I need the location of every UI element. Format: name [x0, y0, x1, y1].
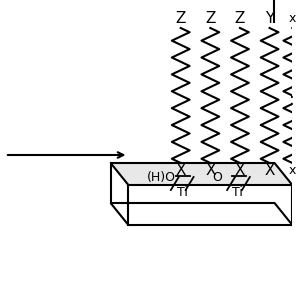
Text: Y: Y: [265, 10, 274, 25]
Text: X: X: [235, 163, 245, 178]
Text: X: X: [176, 163, 186, 178]
Text: Ti: Ti: [231, 186, 242, 199]
Text: :: :: [289, 91, 295, 109]
Text: Ti: Ti: [177, 186, 188, 199]
Text: X: X: [205, 163, 215, 178]
Text: x: x: [289, 12, 296, 25]
Text: x: x: [289, 163, 296, 176]
Text: Z: Z: [205, 10, 215, 25]
Text: (H)O: (H)O: [147, 170, 176, 184]
Text: X: X: [264, 163, 275, 178]
Text: Z: Z: [235, 10, 245, 25]
Text: Z: Z: [176, 10, 186, 25]
Text: O: O: [212, 170, 222, 184]
Polygon shape: [111, 163, 292, 185]
